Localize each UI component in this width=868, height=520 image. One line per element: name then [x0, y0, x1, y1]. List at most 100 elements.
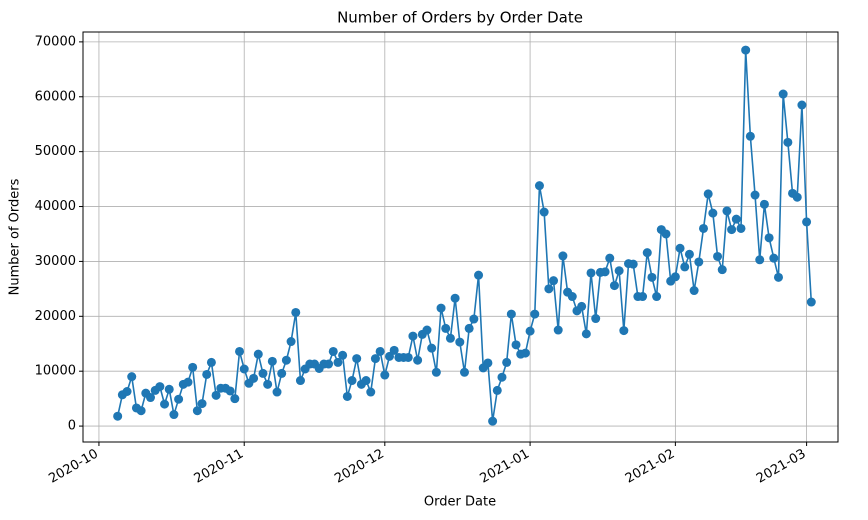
data-point [609, 281, 619, 291]
data-point [755, 255, 765, 265]
data-point [591, 314, 601, 324]
y-tick-label: 30000 [35, 254, 76, 269]
data-point [160, 399, 170, 409]
data-point [773, 272, 783, 282]
data-point [338, 350, 348, 360]
data-point [408, 331, 418, 341]
data-point [342, 391, 352, 401]
data-point [670, 272, 680, 282]
x-axis-label: Order Date [424, 495, 496, 510]
data-point [802, 217, 812, 227]
data-point [225, 386, 235, 396]
data-point [544, 284, 554, 294]
data-point [488, 416, 498, 426]
data-point [694, 257, 704, 267]
data-point [239, 364, 249, 374]
data-point [638, 292, 648, 302]
data-point [230, 394, 240, 404]
data-point [347, 376, 357, 386]
data-point [164, 384, 174, 394]
data-point [267, 356, 277, 366]
x-tick-label: 2020-10 [46, 446, 101, 486]
data-point [736, 223, 746, 233]
y-tick-label: 40000 [35, 199, 76, 214]
data-point [797, 100, 807, 110]
data-point [427, 343, 437, 353]
data-point [689, 286, 699, 296]
data-point [197, 399, 207, 409]
data-point [577, 301, 587, 311]
data-point [717, 265, 727, 275]
data-point [366, 387, 376, 397]
data-point [745, 131, 755, 141]
data-point [727, 225, 737, 235]
x-tick-label: 2021-03 [754, 446, 809, 486]
data-point [192, 406, 202, 416]
data-point [549, 276, 559, 286]
y-tick-label: 0 [68, 419, 76, 434]
data-point [806, 297, 816, 307]
data-point [497, 372, 507, 382]
data-point [520, 348, 530, 358]
data-point [628, 259, 638, 269]
data-point [169, 410, 179, 420]
data-point [281, 355, 291, 365]
data-point [295, 376, 305, 386]
data-point [361, 376, 371, 386]
data-point [174, 394, 184, 404]
data-point [558, 251, 568, 261]
data-point [731, 214, 741, 224]
data-point [600, 267, 610, 277]
data-point [380, 370, 390, 380]
data-point [741, 45, 751, 55]
data-point [375, 346, 385, 356]
data-point [586, 268, 596, 278]
x-tick-label: 2020-12 [332, 446, 387, 486]
data-point [455, 337, 465, 347]
plot-frame [82, 31, 839, 443]
data-point [698, 223, 708, 233]
y-tick-label: 50000 [35, 144, 76, 159]
data-point [155, 382, 165, 392]
data-point [324, 359, 334, 369]
x-tick-label: 2021-01 [478, 446, 533, 486]
data-point [389, 345, 399, 355]
data-point [506, 309, 516, 319]
data-point [581, 329, 591, 339]
data-point [647, 272, 657, 282]
x-tick-label: 2021-02 [623, 446, 678, 486]
data-point [413, 355, 423, 365]
data-point [422, 325, 432, 335]
data-point [127, 372, 137, 382]
data-point [258, 368, 268, 378]
data-point [759, 199, 769, 209]
data-point [525, 326, 535, 336]
data-point [235, 346, 245, 356]
data-point [534, 181, 544, 191]
data-point [703, 189, 713, 199]
data-point [145, 393, 155, 403]
data-point [642, 248, 652, 258]
data-point [450, 293, 460, 303]
data-point [511, 340, 521, 350]
data-point [272, 387, 282, 397]
data-point [136, 406, 146, 416]
data-point [792, 192, 802, 202]
data-point [605, 253, 615, 263]
data-point [202, 369, 212, 379]
data-point [483, 358, 493, 368]
data-point [778, 89, 788, 99]
data-point [459, 367, 469, 377]
data-point [567, 292, 577, 302]
data-point [403, 352, 413, 362]
data-line [116, 50, 813, 422]
data-point [708, 208, 718, 218]
data-point [492, 385, 502, 395]
data-point [783, 137, 793, 147]
chart-title: Number of Orders by Order Date [337, 9, 583, 27]
data-point [539, 207, 549, 217]
data-point [277, 368, 287, 378]
y-tick-label: 10000 [35, 364, 76, 379]
data-point [352, 354, 362, 364]
data-point [750, 190, 760, 200]
